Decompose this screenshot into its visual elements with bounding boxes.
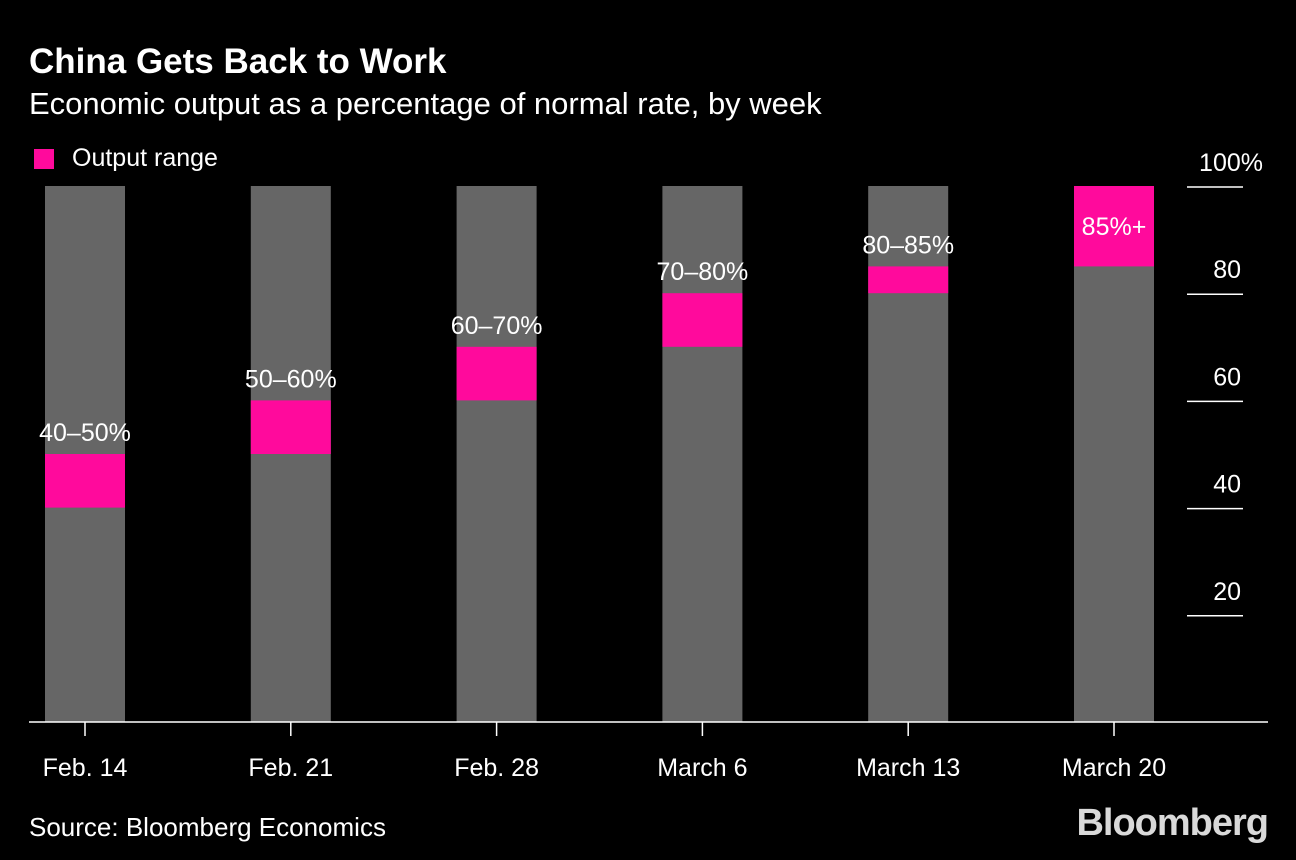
background-bar	[456, 186, 537, 722]
x-tick-label: March 13	[856, 754, 960, 782]
legend-label: Output range	[72, 144, 218, 172]
legend: Output range	[34, 144, 218, 173]
background-bar	[1074, 186, 1154, 722]
range-bar	[662, 293, 743, 347]
range-bar	[456, 346, 537, 401]
data-label: 40–50%	[39, 419, 131, 447]
y-tick-label: 60	[1213, 363, 1241, 391]
source-note: Source: Bloomberg Economics	[29, 812, 386, 842]
chart-subtitle: Economic output as a percentage of norma…	[29, 86, 822, 121]
y-tick-label: 100%	[1199, 149, 1263, 177]
range-bar	[868, 266, 949, 294]
x-tick-label: Feb. 14	[43, 754, 128, 782]
range-bar	[45, 454, 125, 508]
y-tick-label: 80	[1213, 256, 1241, 284]
bloomberg-logo: Bloomberg	[1076, 802, 1269, 844]
background-bar	[662, 186, 743, 722]
data-label: 50–60%	[245, 365, 337, 393]
y-tick-label: 20	[1213, 578, 1241, 606]
legend-swatch	[34, 148, 54, 169]
x-tick-label: Feb. 28	[454, 754, 539, 782]
data-label: 70–80%	[657, 258, 749, 286]
range-bar	[250, 400, 331, 454]
y-tick-label: 40	[1213, 471, 1241, 499]
x-tick-label: March 6	[657, 754, 747, 782]
data-label: 60–70%	[451, 312, 543, 340]
range-bar	[1074, 186, 1154, 267]
x-tick-label: March 20	[1062, 754, 1166, 782]
data-label: 85%+	[1082, 213, 1147, 241]
x-tick-label: Feb. 21	[248, 754, 333, 782]
chart-title: China Gets Back to Work	[29, 42, 447, 81]
data-label: 80–85%	[862, 231, 954, 259]
